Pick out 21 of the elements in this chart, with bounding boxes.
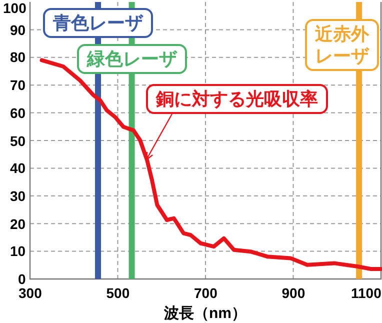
y-tick-label: 30 bbox=[10, 188, 26, 204]
y-tick-label: 100 bbox=[3, 0, 26, 16]
y-tick-label: 80 bbox=[10, 49, 26, 66]
ref-line-label: 近赤外レーザ bbox=[305, 19, 379, 71]
x-tick-label: 1100 bbox=[351, 285, 382, 301]
annotation: 銅に対する光吸収率 bbox=[146, 84, 328, 114]
y-tick-label: 90 bbox=[10, 22, 26, 38]
y-tick-label: 0 bbox=[18, 271, 26, 287]
ref-line-label: 緑色レーザ bbox=[76, 44, 187, 74]
x-tick-label: 300 bbox=[18, 285, 42, 301]
y-tick-label: 70 bbox=[10, 77, 26, 94]
y-tick-label: 40 bbox=[10, 160, 26, 176]
y-tick-label: 10 bbox=[10, 243, 26, 260]
x-axis-title: 波長（nm） bbox=[164, 304, 246, 322]
ref-line-label: 青色レーザ bbox=[43, 8, 153, 38]
y-tick-label: 60 bbox=[10, 104, 26, 121]
y-tick-label: 20 bbox=[10, 216, 26, 232]
x-tick-label: 700 bbox=[194, 285, 218, 301]
x-tick-label: 900 bbox=[282, 285, 306, 301]
y-tick-label: 50 bbox=[10, 132, 26, 148]
x-tick-label: 500 bbox=[106, 285, 130, 301]
